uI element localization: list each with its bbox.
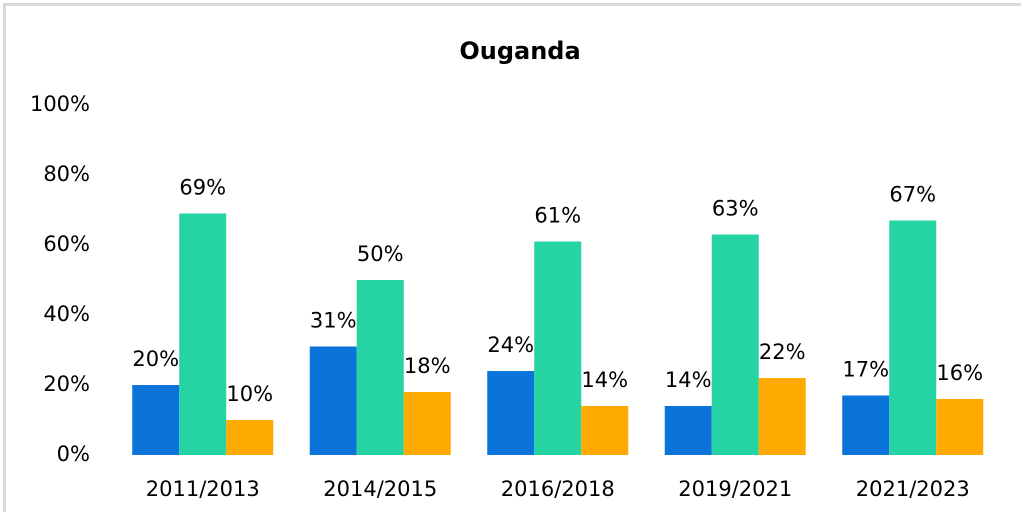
data-label: 14% — [581, 368, 628, 392]
x-tick-label: 2019/2021 — [678, 477, 792, 501]
x-tick-label: 2021/2023 — [856, 477, 970, 501]
data-label: 69% — [179, 176, 226, 200]
data-label: 16% — [936, 361, 983, 385]
data-label: 24% — [487, 333, 534, 357]
x-tick-label: 2014/2015 — [323, 477, 437, 501]
data-label: 20% — [132, 347, 179, 371]
data-label: 14% — [665, 368, 712, 392]
x-tick-label: 2011/2013 — [146, 477, 260, 501]
chart-frame — [3, 3, 1021, 512]
bar — [758, 378, 806, 455]
data-label: 61% — [534, 204, 581, 228]
bar — [356, 280, 404, 455]
data-label: 50% — [357, 242, 404, 266]
bar — [226, 420, 274, 455]
y-tick-label: 60% — [43, 232, 90, 256]
bar — [534, 241, 582, 455]
bar — [581, 406, 629, 455]
bar — [179, 213, 227, 455]
bar — [936, 399, 984, 455]
y-tick-label: 0% — [57, 442, 90, 466]
data-label: 63% — [712, 197, 759, 221]
bar — [132, 385, 180, 455]
bar — [309, 346, 357, 455]
data-label: 31% — [310, 309, 357, 333]
chart-title: Ouganda — [459, 37, 580, 65]
bar — [487, 371, 535, 455]
data-label: 22% — [759, 340, 806, 364]
data-label: 18% — [404, 354, 451, 378]
y-tick-label: 20% — [43, 372, 90, 396]
y-tick-label: 100% — [30, 92, 90, 116]
x-tick-label: 2016/2018 — [501, 477, 615, 501]
bar — [403, 392, 451, 455]
bar — [711, 234, 759, 455]
y-tick-label: 40% — [43, 302, 90, 326]
bar — [889, 220, 937, 455]
bar — [664, 406, 712, 455]
data-label: 10% — [226, 382, 273, 406]
data-label: 17% — [842, 358, 889, 382]
bar — [842, 395, 890, 455]
y-tick-label: 80% — [43, 162, 90, 186]
data-label: 67% — [889, 183, 936, 207]
